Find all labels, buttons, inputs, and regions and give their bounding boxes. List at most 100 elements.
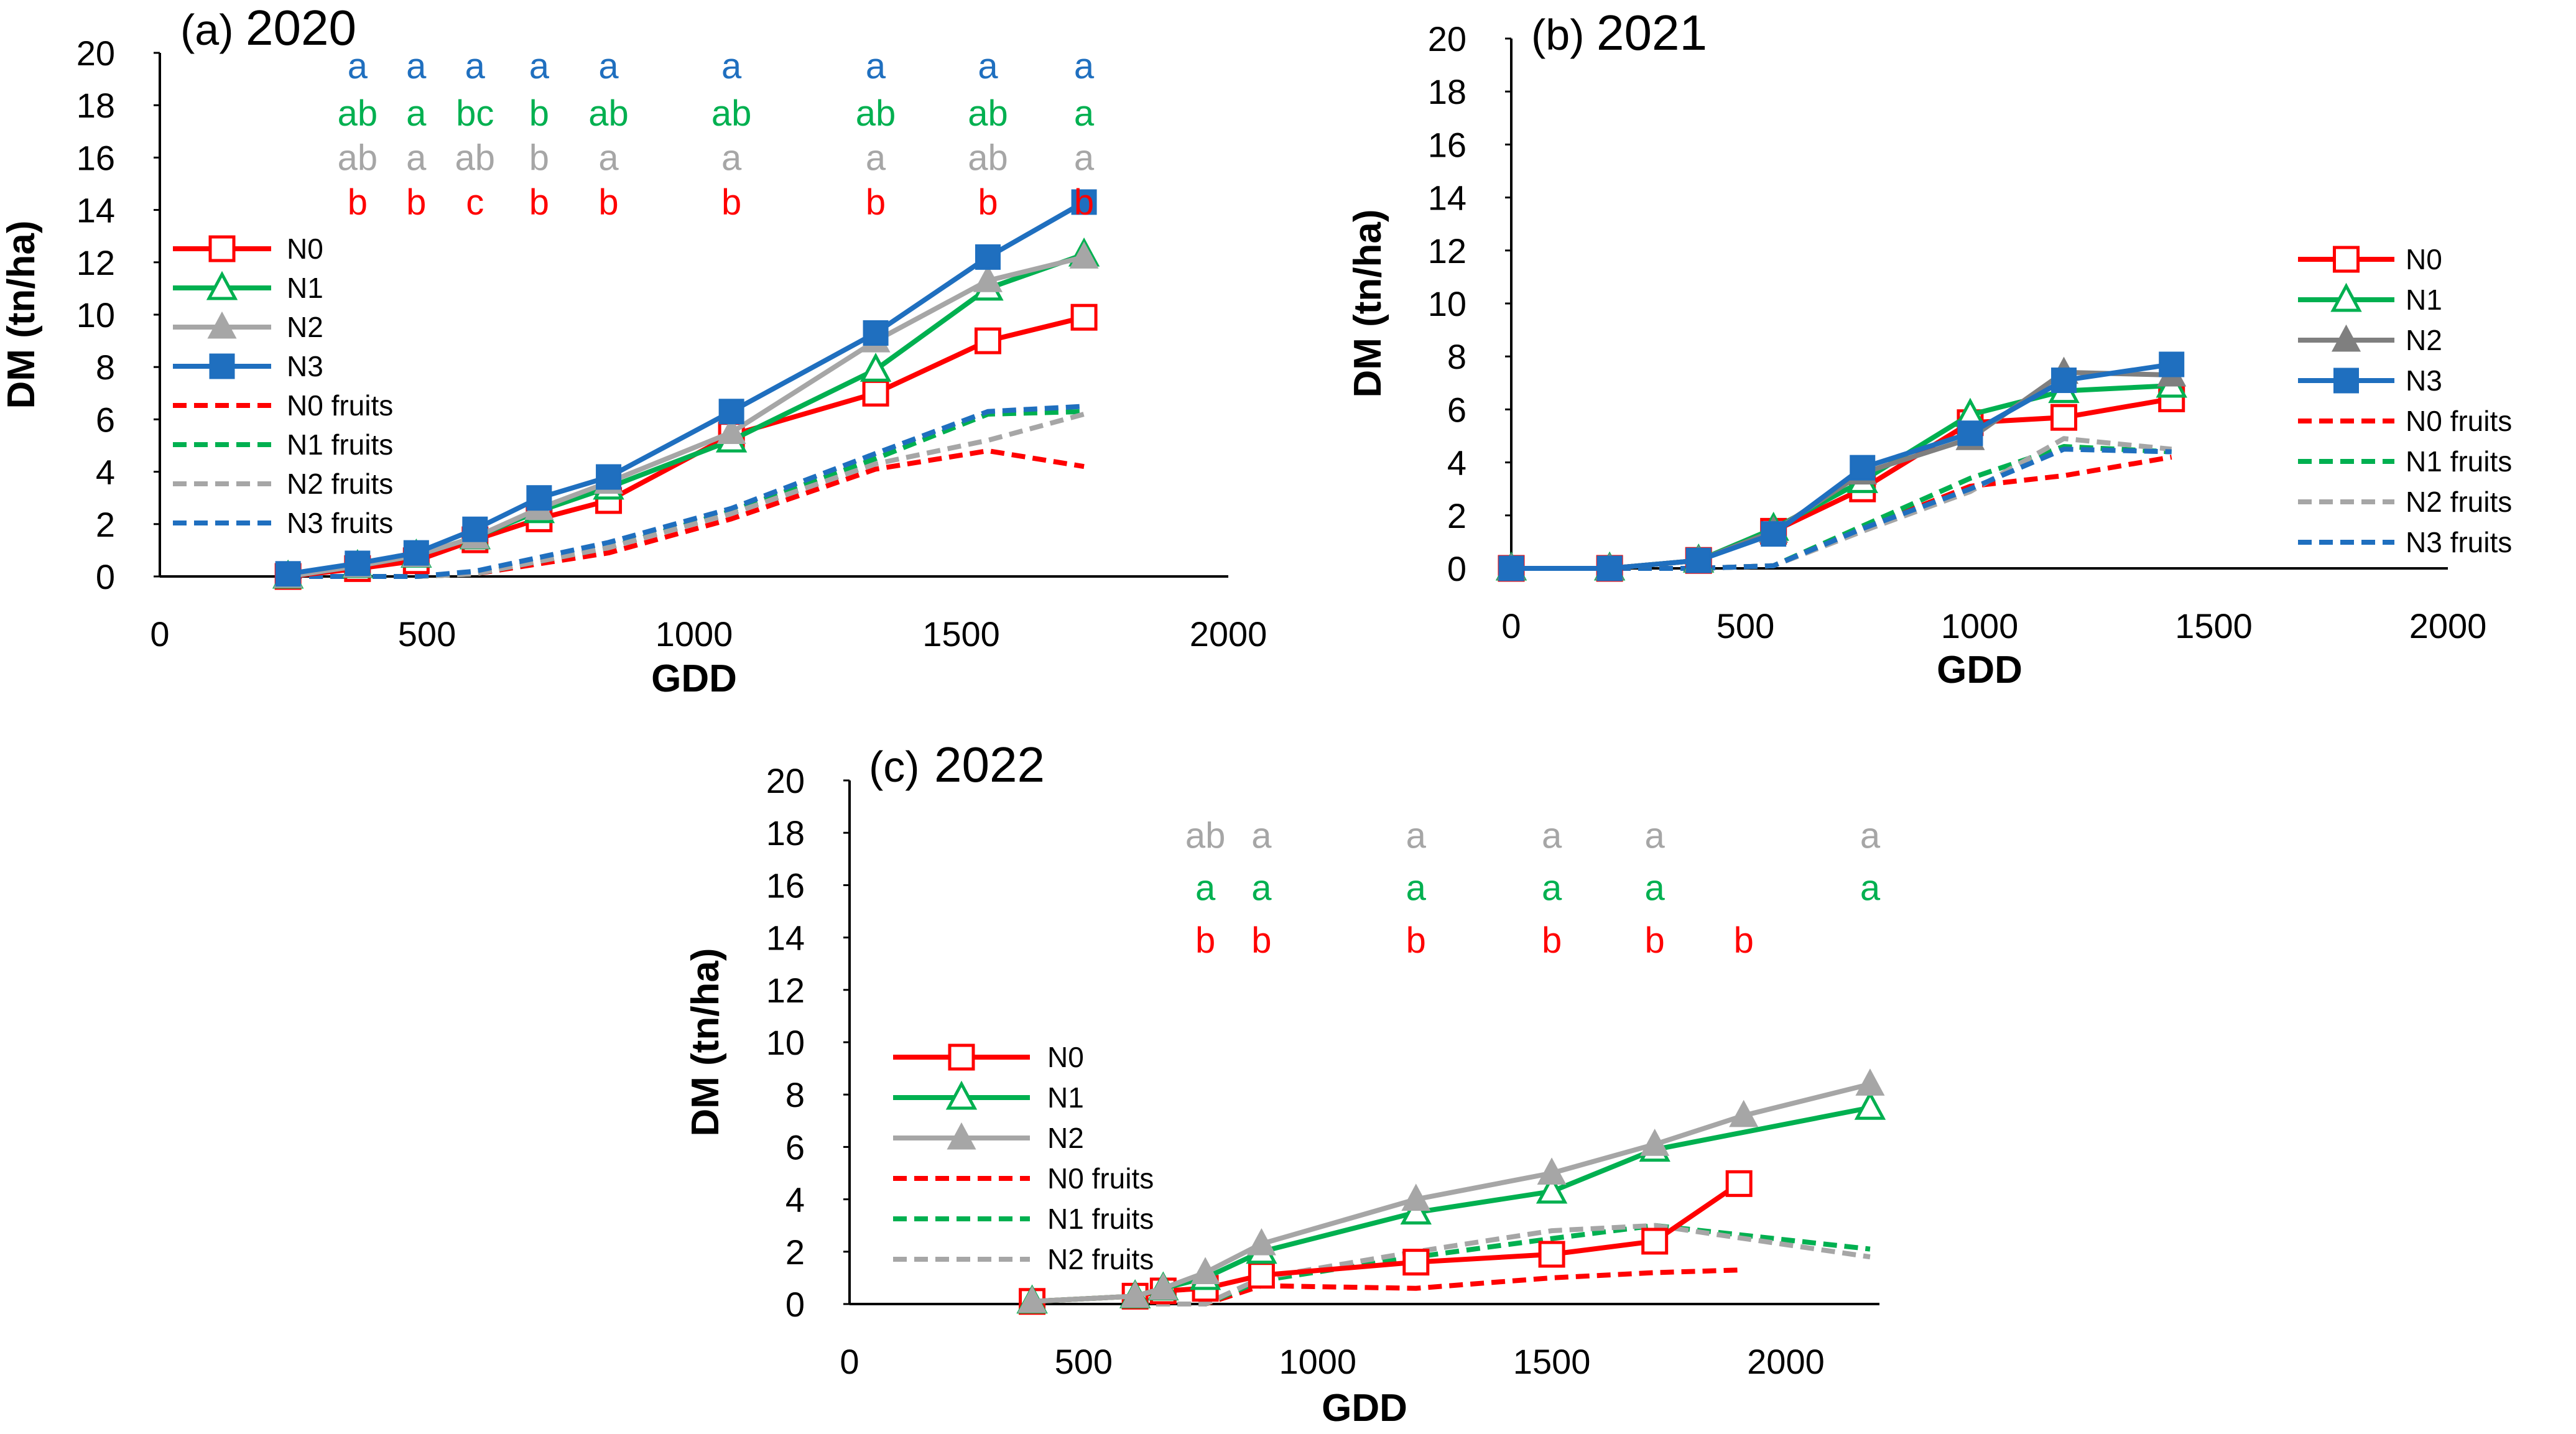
- chart-panel-3: 0 2 4 6 8 10 12 14 16 18 20 0 500 1000 1500 2000 GDD DM (…: [684, 737, 1886, 1430]
- y-tick-label: 18: [1428, 72, 1466, 111]
- data-point: [1537, 1157, 1567, 1185]
- significance-letter: ab: [968, 137, 1008, 178]
- significance-letter: b: [1251, 920, 1271, 961]
- y-tick-label: 4: [96, 453, 115, 492]
- legend-label: N0 fruits: [287, 389, 393, 422]
- chart-title: 2020: [246, 0, 356, 55]
- x-tick-label: 2000: [1747, 1342, 1825, 1381]
- y-tick-label: 16: [766, 866, 805, 905]
- legend-label: N0: [287, 233, 323, 265]
- y-tick-label: 14: [76, 191, 115, 230]
- x-tick-label: 0: [840, 1342, 859, 1381]
- significance-letter: ab: [338, 93, 378, 134]
- legend-label: N1 fruits: [2406, 445, 2512, 478]
- data-point: [1641, 1228, 1669, 1255]
- legend-label: N0 fruits: [1047, 1162, 1154, 1195]
- data-point: [1536, 1174, 1568, 1204]
- significance-letter: b: [1645, 920, 1665, 961]
- significance-letter: a: [721, 137, 742, 178]
- data-point: [1729, 1099, 1759, 1127]
- data-point: [1640, 1129, 1670, 1156]
- significance-letter: a: [406, 137, 427, 178]
- legend-label: N1 fruits: [287, 428, 393, 461]
- y-tick-label: 4: [785, 1180, 805, 1219]
- series-line: [1135, 1267, 1740, 1307]
- y-tick-label: 4: [1447, 443, 1466, 483]
- series-n1: [272, 237, 1100, 589]
- data-point: [2159, 351, 2185, 377]
- significance-letter: b: [1195, 920, 1215, 961]
- series-n2-fruits: [1511, 436, 2172, 571]
- significance-letter: b: [529, 93, 549, 134]
- legend-label: N2 fruits: [2406, 486, 2512, 518]
- significance-letter: ab: [856, 93, 896, 134]
- data-point: [1685, 547, 1712, 573]
- significance-letter: a: [598, 46, 619, 86]
- data-point: [1761, 521, 1787, 547]
- significance-letter: b: [866, 182, 886, 223]
- y-tick-label: 12: [76, 243, 115, 282]
- y-tick-label: 20: [1428, 19, 1466, 58]
- y-axis-label: DM (tn/ha): [1346, 209, 1389, 397]
- significance-letter: b: [978, 182, 998, 223]
- y-tick-label: 0: [1447, 549, 1466, 588]
- data-point: [2050, 404, 2078, 431]
- data-point: [1498, 555, 1524, 581]
- significance-letter: a: [1195, 868, 1216, 909]
- series-n2: [1017, 1068, 1885, 1313]
- legend-label: N1: [1047, 1081, 1084, 1114]
- significance-letter: a: [1251, 815, 1272, 856]
- legend-marker: [2330, 282, 2362, 312]
- significance-letter: a: [1860, 815, 1881, 856]
- legend-label: N2 fruits: [1047, 1243, 1154, 1275]
- data-point: [1246, 1228, 1276, 1256]
- significance-letter: a: [1860, 868, 1881, 909]
- significance-letter: a: [1074, 137, 1095, 178]
- significance-letter: a: [1251, 868, 1272, 909]
- series-n0: [274, 303, 1098, 590]
- y-tick-label: 10: [766, 1023, 805, 1062]
- significance-letter: a: [465, 46, 486, 86]
- chart-panel-2: 0 2 4 6 8 10 12 14 16 18 20 0 500 1000 1500 2000 GDD DM (…: [1346, 5, 2512, 692]
- data-point: [1400, 1195, 1432, 1225]
- significance-letter: a: [1074, 93, 1095, 134]
- series-n2-fruits: [1135, 1223, 1871, 1307]
- y-tick-label: 2: [1447, 496, 1466, 535]
- series-n0-fruits: [1135, 1267, 1740, 1307]
- data-point: [1069, 241, 1099, 269]
- data-point: [1070, 303, 1098, 331]
- significance-letter: ab: [1185, 815, 1226, 856]
- legend-marker: [2333, 246, 2360, 273]
- significance-letter: a: [866, 137, 886, 178]
- significance-letter: a: [1645, 868, 1666, 909]
- legend-marker: [206, 271, 238, 300]
- series-line: [1032, 1105, 1871, 1304]
- series-line: [1511, 436, 2172, 571]
- series-n0-fruits: [1511, 455, 2172, 571]
- y-tick-label: 20: [76, 34, 115, 73]
- series-line: [1511, 455, 2172, 571]
- legend-marker: [2333, 368, 2359, 394]
- series-line: [287, 315, 1085, 579]
- data-point: [596, 464, 622, 490]
- significance-letter: a: [406, 46, 427, 86]
- x-tick-label: 1000: [1941, 606, 2019, 645]
- x-tick-label: 2000: [2409, 606, 2487, 645]
- data-point: [1190, 1257, 1220, 1284]
- chart-title: 2021: [1596, 5, 1707, 60]
- series-n1-fruits: [1511, 444, 2172, 571]
- series-n3-fruits: [1511, 446, 2172, 571]
- x-tick-label: 2000: [1190, 614, 1267, 654]
- y-tick-label: 16: [1428, 125, 1466, 164]
- x-tick-label: 1500: [922, 614, 1000, 654]
- legend: N0 N1 N2 N3 N0 fruits N1 fruits N2 fruits N3 fr…: [173, 233, 393, 539]
- significance-letter: a: [1074, 46, 1095, 86]
- legend-label: N2: [1047, 1122, 1084, 1154]
- legend-label: N1 fruits: [1047, 1203, 1154, 1235]
- legend-label: N0: [1047, 1041, 1084, 1073]
- x-axis-label: GDD: [1322, 1387, 1407, 1430]
- significance-letter: b: [1406, 920, 1426, 961]
- significance-letter: bc: [456, 93, 494, 134]
- significance-letter: a: [866, 46, 886, 86]
